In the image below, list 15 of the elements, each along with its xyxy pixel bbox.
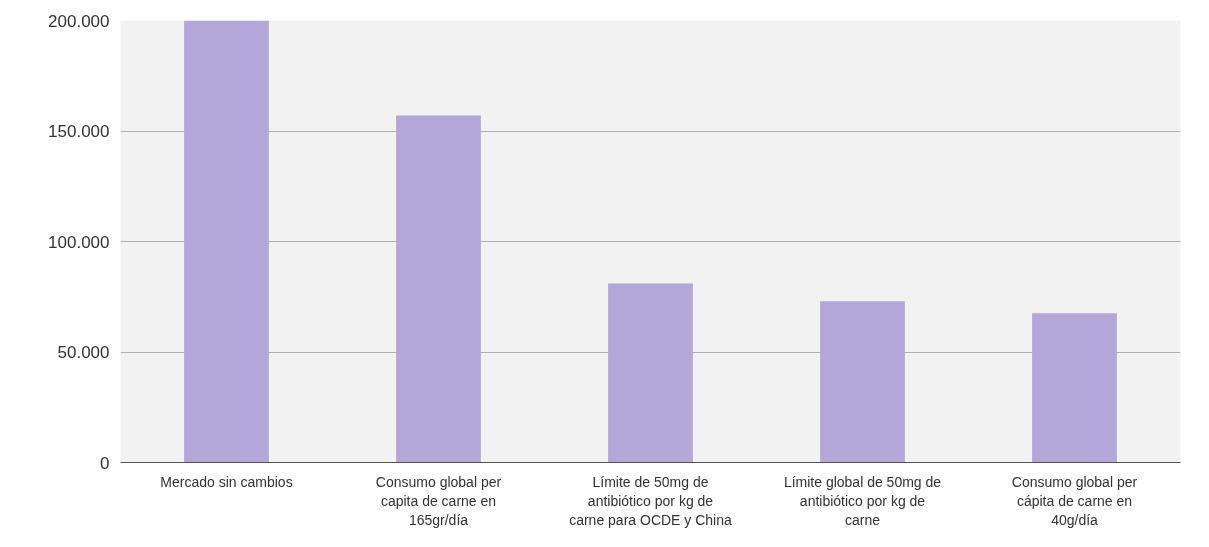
y-tick-label: 150.000 [48,122,110,141]
y-tick-label: 0 [100,453,110,473]
x-tick-label: Consumo global per cápita de carne en 40g/día [1011,473,1138,528]
bar [184,20,269,463]
bar [608,283,693,463]
y-tick-label: 200.000 [48,11,110,31]
x-tick-label: Mercado sin cambios [160,473,293,490]
y-tick-label: 100.000 [48,232,110,252]
bar [396,115,481,463]
bar [1032,313,1117,463]
x-tick-label: Límite de 50mg de antibiótico por kg de carne para OCDE y China [569,473,733,528]
x-tick-label: Límite global de 50mg de antibiótico por kg de carne [783,473,942,528]
bar [820,301,905,463]
x-tick-label: Consumo global per capita de carne en 165gr/día [375,473,502,528]
y-tick-label: 50.000 [57,343,110,362]
